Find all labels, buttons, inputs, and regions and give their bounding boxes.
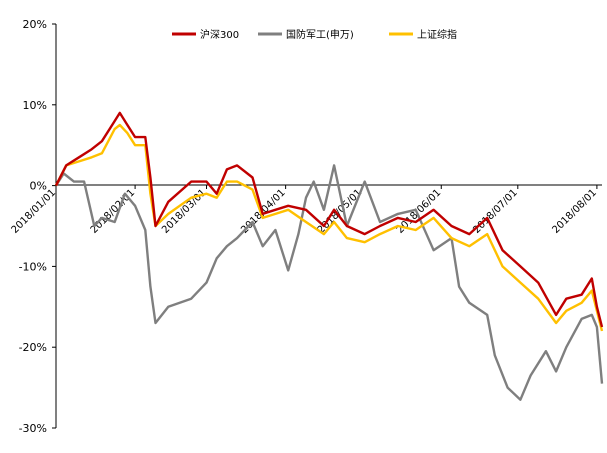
legend-label: 国防军工(申万) — [286, 28, 354, 41]
series-lines — [54, 111, 604, 401]
y-tick-label: 0% — [30, 180, 47, 193]
legend-label: 沪深300 — [200, 28, 239, 41]
series-line-2 — [54, 123, 604, 332]
x-tick-label: 2018/08/01 — [550, 187, 599, 236]
y-tick-label: -30% — [19, 422, 47, 435]
x-tick-label: 2018/01/01 — [10, 187, 59, 236]
y-tick-label: -10% — [19, 260, 47, 273]
axes: 20% 10% 0% -10% -20% -30% 2018/01/01 2018/02/01… — [10, 18, 602, 435]
y-tick-label: 10% — [23, 99, 47, 112]
x-tick-label: 2018/02/01 — [89, 187, 138, 236]
legend: 沪深300 国防军工(申万) 上证综指 — [172, 28, 457, 41]
series-line-1 — [54, 164, 604, 401]
series-line-0 — [54, 111, 604, 328]
y-tick-label: -20% — [19, 341, 47, 354]
legend-label: 上证综指 — [417, 28, 457, 41]
y-tick-label: 20% — [23, 18, 47, 31]
x-tick-label: 2018/07/01 — [471, 187, 520, 236]
